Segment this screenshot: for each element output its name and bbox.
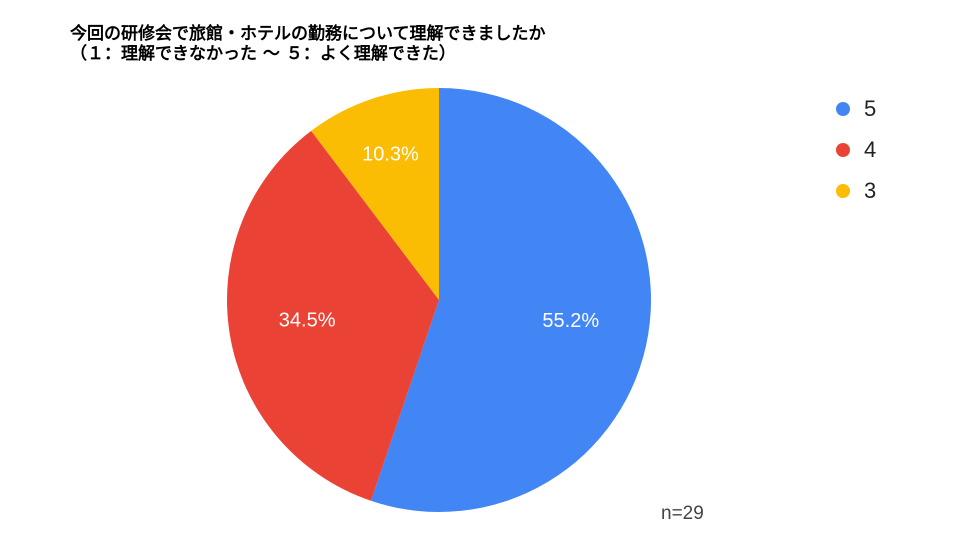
legend-swatch-4 xyxy=(836,142,850,157)
pie-label-4: 34.5% xyxy=(279,310,336,332)
pie-label-3: 10.3% xyxy=(362,144,419,166)
legend-label-3: 3 xyxy=(864,177,877,203)
legend-label-4: 4 xyxy=(864,136,877,162)
pie-label-5: 55.2% xyxy=(542,310,599,332)
legend-item-5[interactable]: 5 xyxy=(836,88,876,129)
legend-item-4[interactable]: 4 xyxy=(836,129,876,170)
pie-slice-5[interactable] xyxy=(370,88,652,512)
sample-size-note: n=29 xyxy=(661,503,704,524)
legend-swatch-3 xyxy=(836,183,850,198)
chart-title: 今回の研修会で旅館・ホテルの勤務について理解できましたか （１：理解できなかった… xyxy=(70,24,546,64)
legend-label-5: 5 xyxy=(864,95,877,121)
pie-slice-4[interactable] xyxy=(227,130,439,501)
legend-item-3[interactable]: 3 xyxy=(836,170,876,211)
pie-slice-3[interactable] xyxy=(311,88,439,300)
chart-title-line-1: 今回の研修会で旅館・ホテルの勤務について理解できましたか xyxy=(70,24,546,44)
chart-title-line-2: （１：理解できなかった 〜 ５：よく理解できた） xyxy=(70,44,456,64)
legend-swatch-5 xyxy=(836,101,850,116)
legend: 5 4 3 xyxy=(836,88,876,211)
